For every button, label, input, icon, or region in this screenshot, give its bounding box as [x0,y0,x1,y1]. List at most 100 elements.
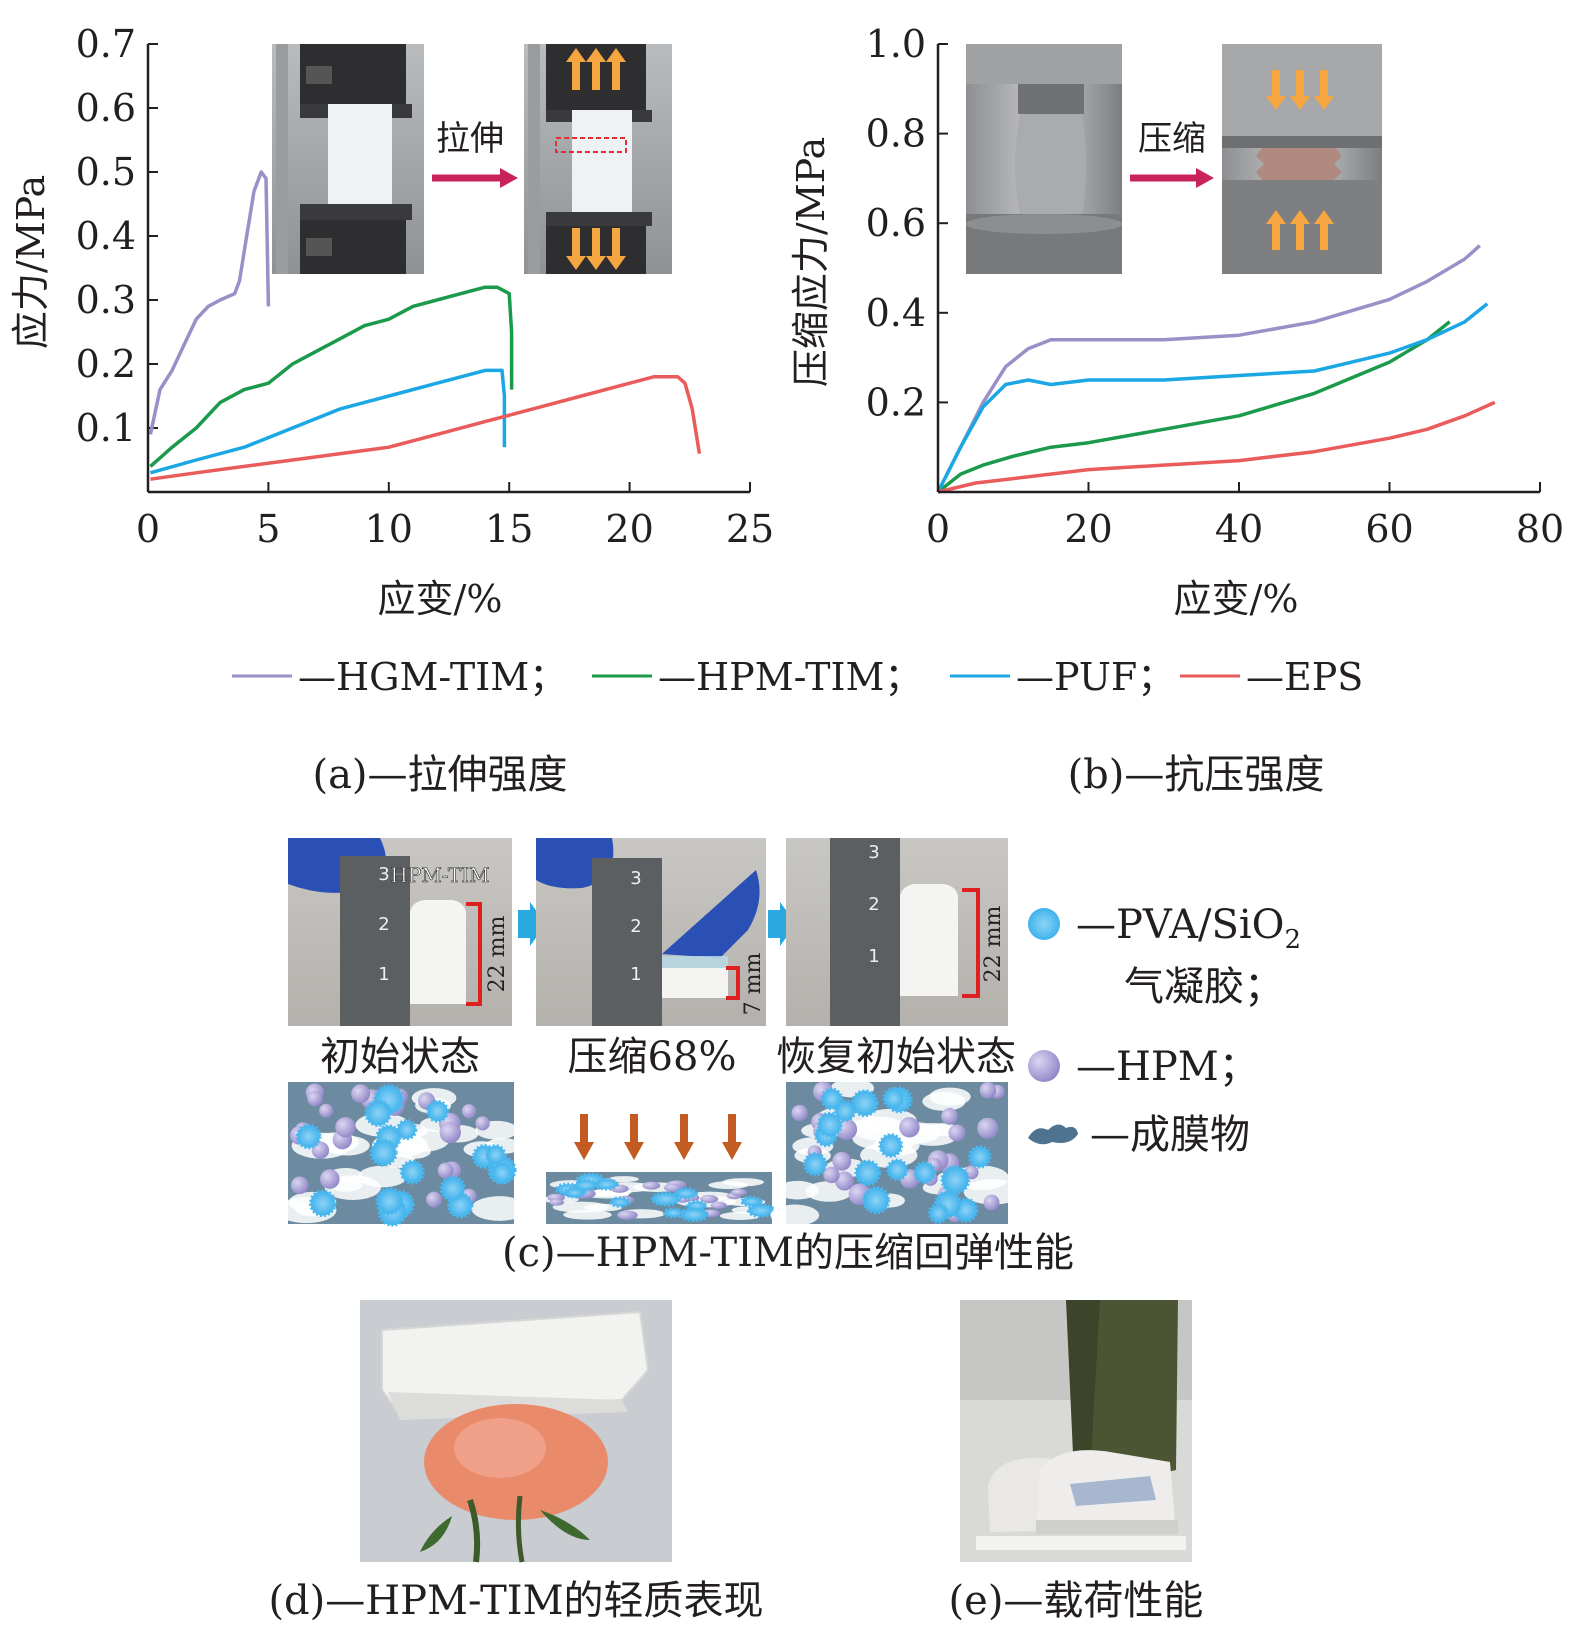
ruler-digit-1: 1 [378,964,389,985]
scheme-aerogel [364,1099,392,1127]
scheme-aerogel [882,1087,905,1110]
ruler-digit-3-c: 3 [868,842,879,863]
ruler-digit-1-b: 1 [630,964,641,985]
down-arrow-shaft [580,1114,588,1144]
scheme-aerogel [399,1159,425,1185]
scheme-initial [276,1082,528,1227]
state-label-initial: 初始状态 [320,1034,480,1080]
caption-d: (d)—HPM-TIM的轻质表现 [268,1578,763,1624]
y-tick-label: 0.6 [866,201,926,245]
film-former-icon [1028,1124,1078,1145]
compression-photo-after [1222,44,1382,274]
down-arrow-shaft [630,1114,638,1144]
scheme-aerogel [850,1089,879,1118]
down-arrow-head [722,1142,742,1160]
y-tick-label: 0.4 [866,291,926,335]
chart-b-lines [936,244,1496,494]
series-line-eps [150,375,702,481]
scheme-pore [552,1201,609,1213]
scheme-aerogel [968,1145,992,1169]
ruler-digit-3-b: 3 [630,868,641,889]
scheme-aerogel [396,1119,418,1141]
legend-label-hgm: —HGM-TIM； [298,655,567,699]
down-arrow-head [674,1142,694,1160]
scheme-aerogel [746,1203,776,1218]
legend-pva: —PVA/SiO2 [1076,902,1301,955]
chart-b-ylabel: 压缩应力/MPa [789,137,833,387]
scheme-aerogel [816,1111,843,1138]
scheme-hpm [617,1210,638,1220]
y-tick-label: 0.3 [76,278,136,322]
scheme-hpm [791,1104,808,1122]
ruler-digit-2-b: 2 [630,916,641,937]
caption-e: (e)—载荷性能 [949,1578,1204,1624]
x-tick-label: 0 [926,507,950,551]
legend-film: —成膜物 [1090,1112,1250,1158]
flow-arrow-2 [768,902,796,946]
scheme-hpm [979,1081,997,1099]
scheme-hpm [475,1116,490,1131]
chart-a-xlabel: 应变/% [378,577,503,621]
scheme-aerogel [803,1152,828,1177]
chart-b-xlabel: 应变/% [1174,577,1299,621]
chart-a-ticks: 0 5 10 15 20 25 0.1 0.2 0.3 0.4 0.5 0.6 0.7 [76,22,775,551]
scheme-aerogel [563,1186,586,1199]
scheme-hpm [426,1191,442,1208]
scheme-aerogel [425,1099,449,1123]
series-line-hgm-tim [936,244,1481,493]
inset-b-arrowhead [1196,168,1214,188]
x-tick-label: 10 [365,507,413,551]
series-line-hgm-tim [148,170,271,435]
series-line-puf [936,302,1489,493]
scheme-aerogel [369,1138,398,1167]
scheme-aerogel [439,1175,466,1202]
y-tick-label: 0.5 [76,150,136,194]
compression-photo-before [966,44,1122,274]
scheme-aerogel [490,1161,514,1185]
legend-label-puf: —PUF； [1016,655,1175,699]
scheme-compressed [541,1172,776,1224]
state-label-compressed: 压缩68% [568,1034,737,1080]
photo-tag: HPM-TIM [390,863,489,887]
scheme-hpm [941,1107,958,1125]
photo-initial-state: 3 2 1 HPM-TIM 22 mm [288,838,512,1026]
y-tick-label: 0.4 [76,214,136,258]
height-label-initial: 22 mm [485,916,510,993]
compression-arrows [574,1114,742,1160]
scheme-aerogel [685,1199,707,1212]
series-line-puf [149,368,507,475]
tensile-photo-after [524,44,672,274]
scheme-aerogel [308,1189,337,1218]
x-tick-label: 40 [1215,507,1263,551]
scheme-hpm [710,1201,727,1210]
inset-a-arrow-label: 拉伸 [436,119,504,159]
y-tick-label: 0.7 [76,22,136,66]
series-line-hpm-tim [936,320,1451,494]
scheme-aerogel [662,1207,685,1219]
chart-a-lines [148,170,702,481]
legend-label-hpm: —HPM-TIM； [658,655,922,699]
scheme-hpm [290,1176,309,1195]
series-line-hpm-tim [149,285,514,468]
scheme-hpm [335,1117,356,1138]
photo-compressed: 3 2 1 7 mm [536,838,766,1026]
legend-pva-line2: 气凝胶； [1124,964,1284,1010]
x-tick-label: 25 [726,507,774,551]
scheme-hpm [461,1104,477,1119]
scheme-aerogel [913,1161,937,1184]
y-tick-label: 0.1 [76,406,136,450]
y-tick-label: 0.2 [866,380,926,424]
scheme-pore [722,1178,764,1187]
scheme-hpm [311,1141,330,1159]
height-label-recovered: 22 mm [981,906,1006,983]
photo-load [960,1300,1192,1562]
down-arrow-head [624,1142,644,1160]
height-label-compressed: 7 mm [741,953,766,1016]
y-tick-label: 0.8 [866,112,926,156]
legend-pva-sub: 2 [1284,925,1301,955]
down-arrow-head [574,1142,594,1160]
scheme-hpm [351,1084,371,1104]
flow-arrow-1 [518,902,546,946]
hpm-icon [1028,1050,1060,1082]
